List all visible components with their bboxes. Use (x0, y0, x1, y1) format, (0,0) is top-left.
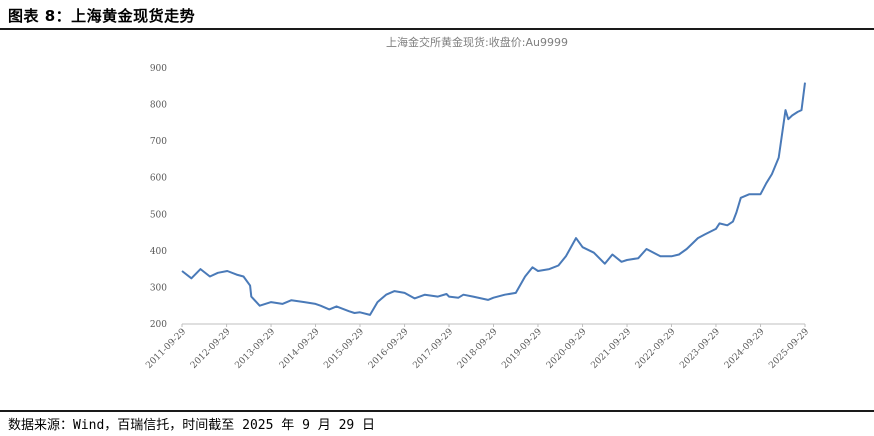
y-tick-label: 900 (150, 64, 167, 74)
y-tick-label: 700 (150, 137, 167, 147)
y-axis-ticks: 200 300 400 500 600 700 800 900 (150, 64, 167, 330)
series-line-au9999 (181, 82, 806, 316)
x-tick-label: 2013-09-29 (233, 327, 277, 371)
x-tick-label: 2021-09-29 (589, 327, 633, 371)
x-tick-label: 2024-09-29 (723, 327, 767, 371)
gold-price-chart: 上海金交所黄金现货:收盘价:Au9999 200 300 400 500 600 700 8… (144, 35, 811, 371)
bottom-rule (0, 410, 874, 412)
x-tick-label: 2018-09-29 (456, 327, 500, 371)
top-rule (0, 28, 874, 30)
x-tick-label: 2023-09-29 (678, 327, 722, 371)
x-tick-label: 2020-09-29 (545, 327, 589, 371)
x-tick-label: 2011-09-29 (144, 327, 188, 371)
x-tick-label: 2017-09-29 (411, 327, 455, 371)
y-tick-label: 500 (150, 210, 167, 220)
y-tick-label: 300 (150, 283, 167, 293)
y-tick-label: 600 (150, 174, 167, 184)
x-tick-label: 2022-09-29 (634, 327, 678, 371)
x-tick-label: 2015-09-29 (322, 327, 366, 371)
x-tick-label: 2025-09-29 (767, 327, 811, 371)
x-tick-label: 2012-09-29 (189, 327, 233, 371)
y-tick-label: 200 (150, 320, 167, 330)
x-axis-ticks: 2011-09-29 2012-09-29 2013-09-29 2014-09-29… (144, 324, 811, 371)
chart-title: 上海金交所黄金现货:收盘价:Au9999 (386, 35, 568, 49)
data-source-note: 数据来源：Wind，百瑞信托，时间截至 2025 年 9 月 29 日 (8, 418, 376, 433)
x-tick-label: 2019-09-29 (500, 327, 544, 371)
y-tick-label: 800 (150, 101, 167, 111)
y-tick-label: 400 (150, 247, 167, 257)
x-tick-label: 2016-09-29 (367, 327, 411, 371)
x-tick-label: 2014-09-29 (278, 327, 322, 371)
figure-title: 图表 8：上海黄金现货走势 (8, 7, 196, 25)
